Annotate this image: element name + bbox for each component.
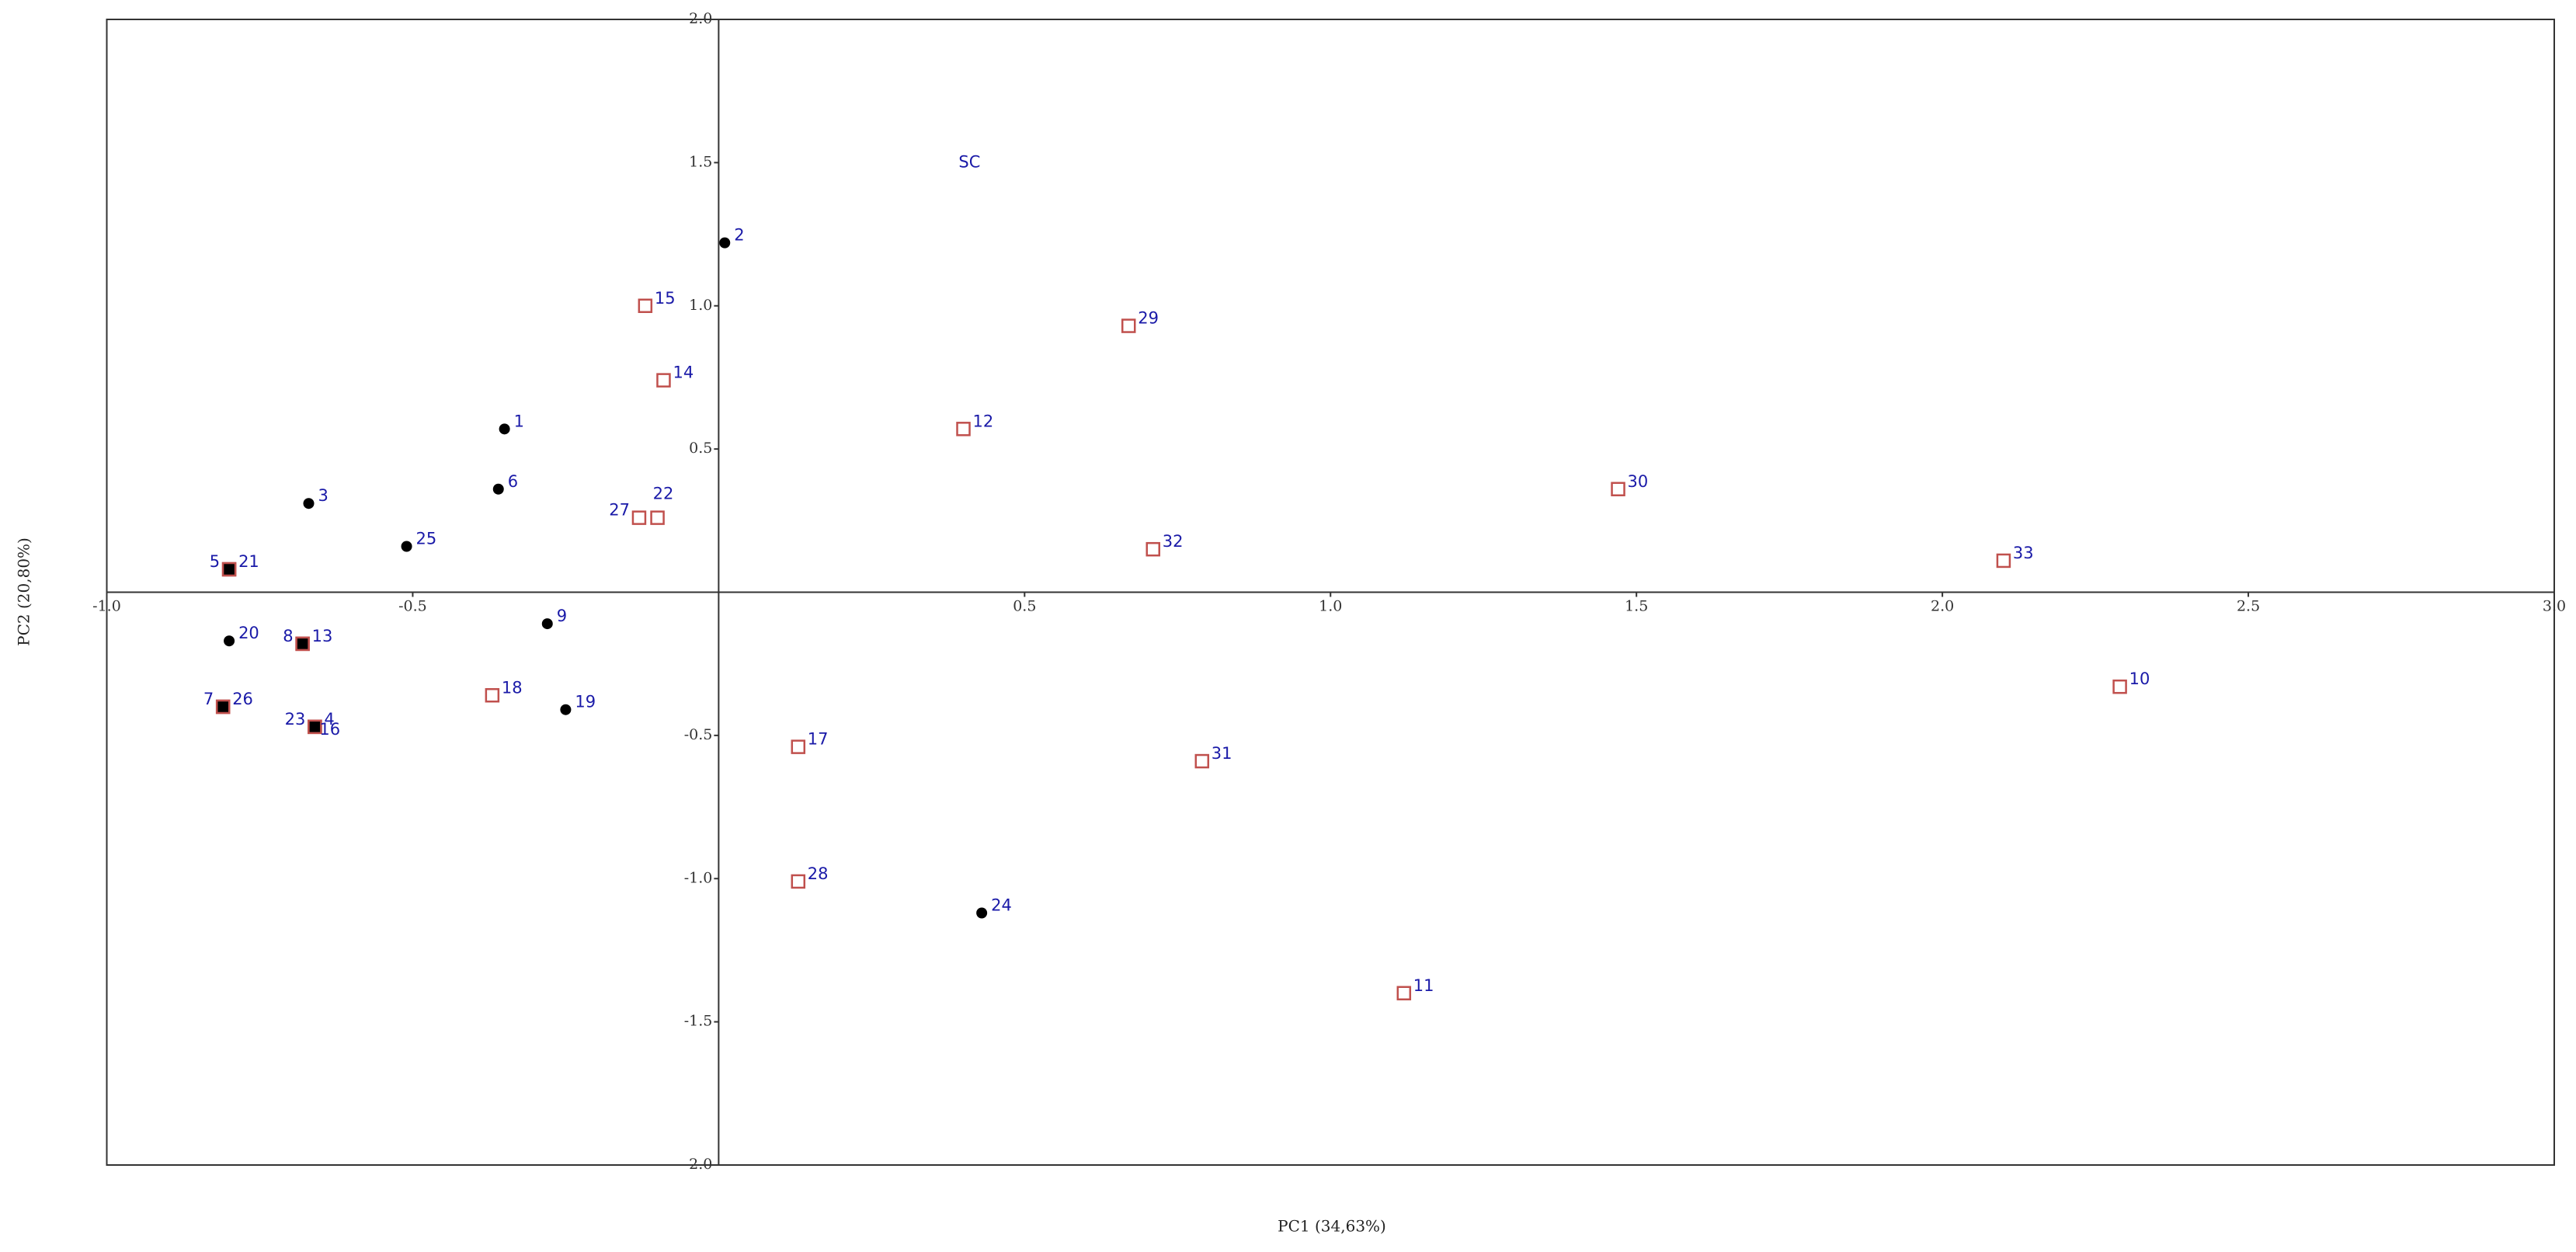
point-label: 14 — [673, 363, 694, 382]
point-label: 29 — [1138, 309, 1159, 328]
y-axis-label: PC2 (20,80%) — [15, 537, 33, 646]
point-label: 8 — [283, 627, 293, 645]
x-tick-label: 2.0 — [1931, 598, 1954, 615]
point — [1611, 482, 1625, 496]
point — [295, 636, 310, 652]
point — [791, 874, 806, 889]
y-tick-label: -2.0 — [684, 1156, 713, 1173]
point-label: 30 — [1628, 472, 1649, 491]
point-label: 26 — [232, 690, 253, 708]
point — [1145, 541, 1161, 557]
x-tick-label: 2.5 — [2237, 598, 2260, 615]
point — [308, 719, 322, 735]
point-label: 4 — [324, 710, 334, 729]
y-tick-label: 1.0 — [689, 297, 712, 314]
point — [492, 483, 504, 495]
y-tick-label: -1.0 — [684, 869, 713, 886]
point-label: 7 — [203, 690, 214, 708]
point-label: 27 — [609, 501, 630, 520]
point — [650, 510, 665, 525]
point-label: 1 — [514, 412, 524, 430]
point — [719, 237, 731, 249]
point — [485, 688, 500, 703]
point-label: 2 — [734, 226, 744, 245]
point-label: 25 — [416, 530, 437, 548]
x-tick-label: -0.5 — [398, 598, 427, 615]
point — [631, 510, 647, 525]
point — [215, 699, 231, 715]
point-label: 9 — [557, 607, 567, 625]
y-tick-label: 0.5 — [689, 440, 712, 457]
y-tick-label: 2.0 — [689, 10, 712, 27]
point — [1121, 318, 1136, 333]
point — [401, 541, 412, 552]
point — [956, 422, 971, 436]
point — [303, 498, 315, 509]
point-label: 32 — [1163, 532, 1184, 551]
x-axis-label: PC1 (34,63%) — [1278, 1217, 1386, 1236]
point — [791, 739, 806, 754]
point-label: 6 — [508, 472, 518, 491]
point — [541, 618, 553, 630]
point-label: 23 — [285, 710, 306, 729]
point — [1396, 986, 1412, 1000]
point-label: 33 — [2013, 544, 2034, 562]
point-label: 3 — [318, 486, 328, 505]
x-tick-label: 3.0 — [2543, 598, 2566, 615]
point-label: 17 — [808, 730, 829, 749]
point — [1194, 753, 1210, 769]
point — [2112, 679, 2127, 694]
point-label: 16 — [319, 720, 340, 739]
point — [638, 298, 653, 313]
point-label: 13 — [312, 627, 333, 645]
point-label: 11 — [1413, 976, 1434, 995]
y-tick-label: 1.5 — [689, 153, 712, 170]
point-label: 12 — [973, 412, 994, 430]
point — [656, 373, 671, 388]
x-tick-label: -1.0 — [92, 598, 121, 615]
point-label: 5 — [210, 552, 220, 571]
y-tick-label: -0.5 — [684, 726, 713, 743]
point-label: 28 — [808, 864, 829, 883]
point-label: 15 — [655, 289, 676, 308]
y-tick-label: -1.5 — [684, 1013, 713, 1030]
point-label: 31 — [1212, 744, 1232, 763]
x-tick-label: 1.0 — [1319, 598, 1342, 615]
point — [1996, 553, 2011, 569]
point — [499, 423, 510, 435]
point — [976, 907, 988, 919]
point — [224, 635, 235, 647]
point — [560, 704, 572, 715]
point-label: SC — [958, 152, 980, 171]
point-label: 18 — [502, 678, 523, 697]
point-label: 10 — [2129, 669, 2150, 688]
point-label: 20 — [238, 624, 259, 642]
point-label: 19 — [575, 693, 596, 711]
x-tick-label: 0.5 — [1013, 598, 1036, 615]
point — [221, 562, 237, 577]
x-tick-label: 1.5 — [1625, 598, 1648, 615]
point-label: 24 — [991, 896, 1012, 915]
point-label: 21 — [238, 552, 259, 571]
point-label: 22 — [653, 485, 674, 503]
